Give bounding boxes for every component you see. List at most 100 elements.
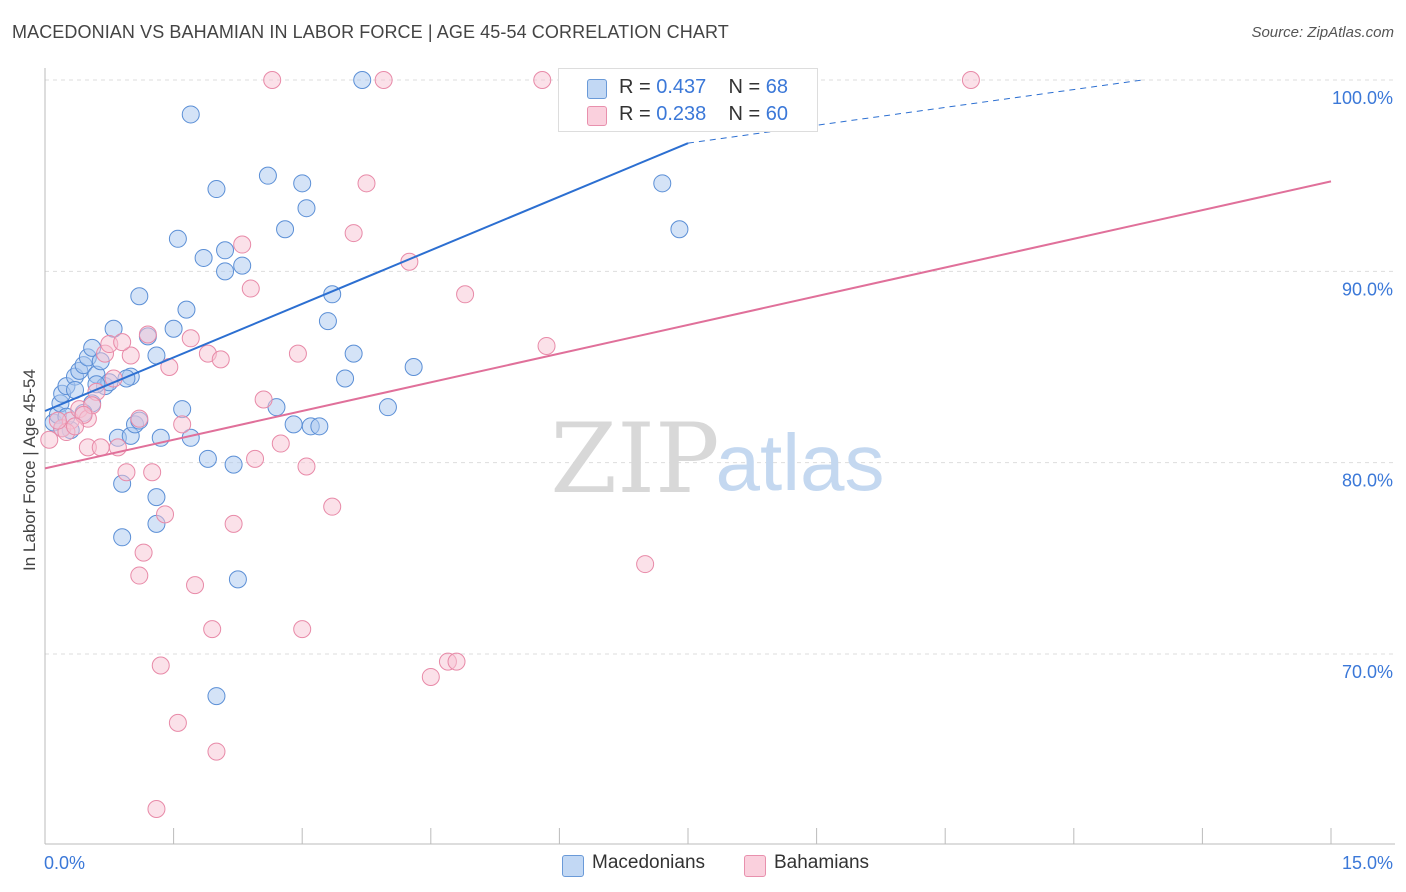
data-point (181, 329, 200, 348)
data-point (323, 497, 342, 516)
source-label: Source: ZipAtlas.com (1251, 24, 1394, 41)
data-point (246, 449, 265, 468)
data-point (297, 457, 316, 476)
data-point (297, 199, 316, 218)
data-point (138, 325, 157, 344)
data-point (233, 235, 252, 254)
data-point (211, 350, 230, 369)
data-point (216, 262, 235, 281)
y-tick-label: 80.0% (1342, 471, 1393, 491)
data-point (421, 667, 440, 686)
trend-lines (44, 79, 1332, 470)
legend-swatch-pink (744, 855, 766, 877)
data-point (318, 312, 337, 331)
data-point (336, 369, 355, 388)
data-point (404, 358, 423, 376)
data-point (194, 248, 213, 267)
data-point (156, 505, 175, 524)
data-point (134, 543, 153, 562)
data-point (636, 555, 655, 574)
x-tick-label: 15.0% (1342, 853, 1393, 873)
data-point (344, 344, 363, 363)
y-tick-label: 70.0% (1342, 662, 1393, 682)
legend-label-bahamians: Bahamians (774, 852, 870, 873)
data-point (670, 220, 689, 239)
chart-title: MACEDONIAN VS BAHAMIAN IN LABOR FORCE | … (12, 22, 729, 42)
trend-line-macedonians (44, 142, 689, 412)
data-point (344, 224, 363, 243)
data-point (374, 71, 393, 89)
data-point (353, 71, 372, 89)
data-point (378, 398, 397, 417)
x-tick-label: 0.0% (44, 853, 85, 873)
data-point (216, 241, 235, 260)
data-point (207, 180, 226, 199)
legend-swatch-pink (587, 106, 607, 126)
series-macedonians-points (44, 71, 689, 706)
y-tick-label: 100.0% (1332, 88, 1393, 108)
data-point (181, 105, 200, 124)
trend-line-bahamians (44, 180, 1332, 470)
data-point (130, 287, 149, 306)
data-point (357, 174, 376, 193)
data-point (258, 166, 277, 185)
legend-r-value: 0.437 (656, 76, 707, 98)
data-point (284, 415, 303, 434)
data-point (48, 411, 67, 430)
data-point (271, 434, 290, 453)
data-point (173, 415, 192, 434)
data-point (177, 300, 196, 319)
data-point (961, 71, 980, 89)
data-point (147, 488, 166, 507)
data-point (173, 400, 192, 419)
data-point (254, 390, 273, 409)
data-point (241, 279, 260, 298)
gridlines (45, 79, 1395, 655)
legend-n-value: 68 (765, 76, 789, 98)
data-point (207, 687, 226, 706)
data-point (533, 71, 552, 89)
data-point (113, 333, 132, 352)
data-point (151, 656, 170, 675)
data-point (117, 463, 136, 482)
tick-labels: 70.0% 80.0% 90.0% 100.0% 0.0% 15.0% (44, 88, 1393, 873)
data-point (130, 566, 149, 585)
series-bahamians-points (40, 71, 980, 818)
data-point (168, 713, 187, 732)
data-point (288, 344, 307, 363)
data-point (164, 319, 183, 338)
data-point (40, 430, 59, 449)
series-legend: Macedonians Bahamians (0, 850, 1406, 880)
legend-r-label: R = (619, 76, 651, 98)
correlation-legend: R = 0.437 N = 68 R = 0.238 N = 60 (558, 68, 818, 132)
data-point (121, 346, 140, 365)
data-point (186, 576, 205, 595)
legend-n-label: N = (728, 76, 761, 98)
watermark-atlas: atlas (716, 418, 885, 507)
data-point (233, 256, 252, 275)
data-point (310, 417, 329, 436)
legend-n-label: N = (728, 103, 761, 125)
data-point (224, 455, 243, 474)
data-point (113, 528, 132, 547)
legend-n-value: 60 (765, 103, 789, 125)
data-point (456, 285, 475, 304)
data-point (293, 174, 312, 193)
data-point (263, 71, 282, 89)
data-point (537, 336, 556, 355)
watermark-zip: ZIP (550, 403, 719, 515)
data-point (130, 409, 149, 428)
legend-swatch-blue (562, 855, 584, 877)
legend-r-label: R = (619, 103, 651, 125)
data-point (653, 174, 672, 193)
data-point (147, 799, 166, 818)
data-point (66, 417, 85, 436)
data-point (224, 514, 243, 533)
data-point (203, 620, 222, 639)
legend-r-value: 0.238 (656, 103, 707, 125)
axes (44, 68, 1395, 845)
data-point (228, 570, 247, 589)
legend-swatch-blue (587, 79, 607, 99)
data-point (91, 438, 110, 457)
